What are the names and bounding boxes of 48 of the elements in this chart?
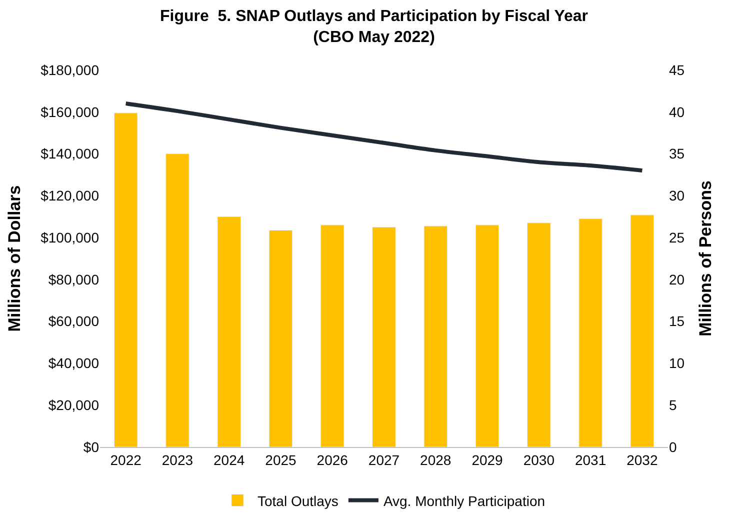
legend-label: Total Outlays [258, 492, 338, 509]
x-tick-label: 2022 [110, 452, 142, 468]
x-tick-label: 2030 [523, 452, 555, 468]
y-tick-label: $40,000 [48, 355, 100, 372]
y2-tick-label: 40 [669, 104, 685, 120]
bar [268, 230, 293, 447]
x-tick-label: 2032 [626, 452, 658, 468]
y-axis-title: Millions of Dollars [5, 185, 24, 332]
y-tick-label: $60,000 [48, 313, 100, 330]
y2-tick-label: 10 [669, 355, 685, 372]
bar [114, 112, 138, 447]
y2-tick-label: 15 [669, 313, 685, 330]
legend-label: Avg. Monthly Participation [383, 492, 546, 509]
y2-tick-label: 25 [669, 229, 685, 246]
line-series [124, 102, 644, 173]
bar [578, 218, 602, 447]
x-tick-label: 2029 [472, 452, 504, 468]
y-tick-label: $180,000 [40, 62, 100, 78]
bar [527, 222, 551, 447]
x-tick-label: 2025 [265, 452, 297, 468]
x-tick-label: 2026 [316, 452, 348, 468]
bar [217, 216, 241, 447]
bar [320, 224, 344, 447]
x-tick-label: 2027 [368, 452, 400, 468]
bar [475, 224, 500, 447]
x-tick-label: 2023 [162, 452, 194, 468]
y2-tick-label: 0 [669, 438, 677, 455]
bar [372, 226, 396, 447]
chart-title: Figure 5. SNAP Outlays and Participation by Fiscal Year (CBO May 2022) [160, 8, 588, 46]
y2-tick-label: 5 [669, 397, 677, 414]
y-tick-label: $160,000 [40, 104, 100, 120]
y-tick-label: $80,000 [48, 271, 100, 288]
x-tick-label: 2024 [214, 452, 245, 468]
bar [166, 154, 190, 447]
bar [630, 214, 654, 447]
y2-axis-title: Millions of Persons [696, 180, 716, 336]
y-tick-label: $140,000 [40, 146, 100, 162]
y2-tick-label: 35 [669, 146, 685, 162]
bar [424, 226, 448, 447]
y2-tick-label: 30 [669, 188, 685, 204]
y-tick-label: $120,000 [40, 188, 100, 204]
x-tick-label: 2028 [420, 452, 452, 468]
y-tick-label: $100,000 [40, 229, 100, 246]
y-tick-label: $20,000 [48, 397, 100, 414]
y2-tick-label: 20 [669, 271, 685, 288]
y2-tick-label: 45 [669, 62, 685, 78]
y-tick-label: $0 [83, 438, 100, 455]
x-tick-label: 2031 [574, 452, 606, 468]
